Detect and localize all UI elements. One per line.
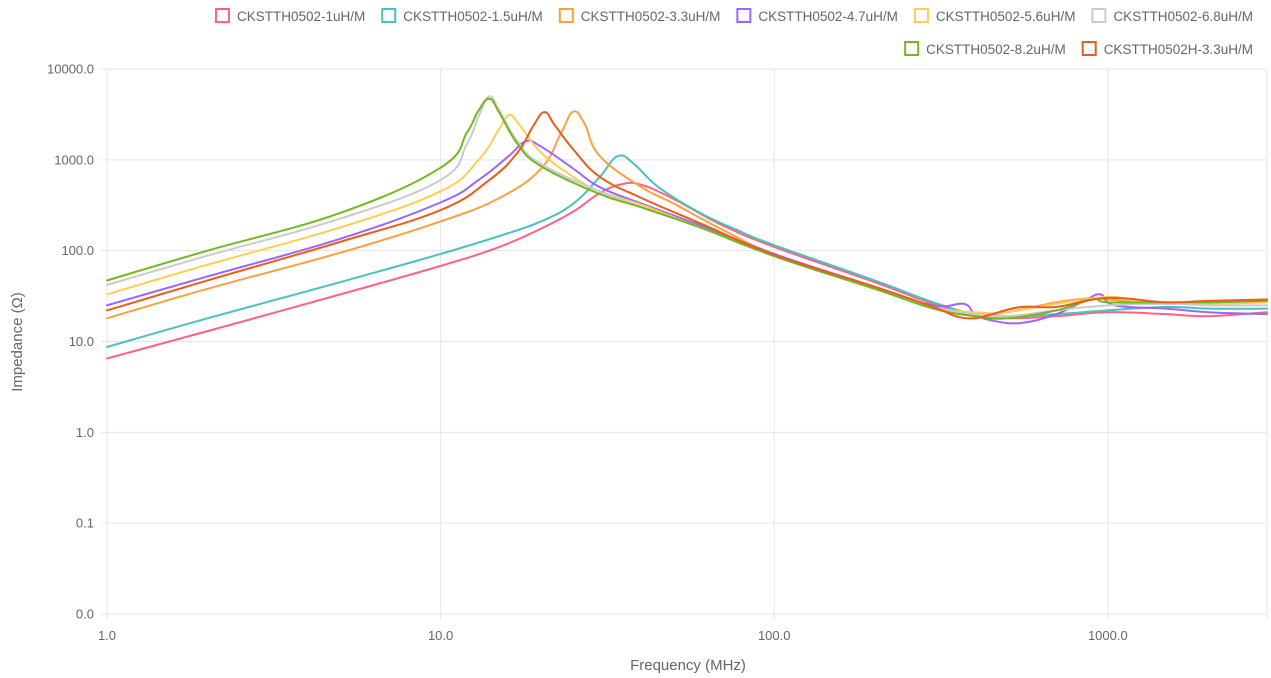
legend-item[interactable]: CKSTTH0502-4.7uH/M xyxy=(736,8,898,24)
legend-item[interactable]: CKSTTH0502H-3.3uH/M xyxy=(1081,41,1253,57)
legend-label: CKSTTH0502-3.3uH/M xyxy=(581,9,721,24)
legend-label: CKSTTH0502-1uH/M xyxy=(237,9,365,24)
y-tick-label: 10.0 xyxy=(69,334,94,349)
legend-label: CKSTTH0502H-3.3uH/M xyxy=(1104,42,1253,57)
legend-swatch xyxy=(736,8,752,23)
legend-label: CKSTTH0502-1.5uH/M xyxy=(403,9,543,24)
legend-swatch xyxy=(1081,41,1097,56)
legend-item[interactable]: CKSTTH0502-3.3uH/M xyxy=(558,8,721,24)
x-tick-label: 100.0 xyxy=(758,628,791,643)
series-line-7 xyxy=(106,97,1268,320)
legend-label: CKSTTH0502-8.2uH/M xyxy=(926,42,1066,57)
legend-swatch xyxy=(214,8,230,23)
y-tick-label: 1000.0 xyxy=(54,152,94,167)
series-line-5 xyxy=(106,113,1268,315)
x-axis-title: Frequency (MHz) xyxy=(630,657,746,674)
legend-label: CKSTTH0502-5.6uH/M xyxy=(936,9,1076,24)
legend-item[interactable]: CKSTTH0502-8.2uH/M xyxy=(904,41,1066,57)
legend-item[interactable]: CKSTTH0502-5.6uH/M xyxy=(913,8,1076,24)
legend-item[interactable]: CKSTTH0502-1.5uH/M xyxy=(381,8,543,24)
legend-swatch xyxy=(558,8,574,23)
y-tick-label: 0.1 xyxy=(76,516,94,531)
y-tick-label: 100.0 xyxy=(61,243,94,258)
y-axis-title: Impedance (Ω) xyxy=(9,292,26,392)
legend-swatch xyxy=(913,8,929,23)
legend-item[interactable]: CKSTTH0502-1uH/M xyxy=(214,8,365,24)
legend-swatch xyxy=(904,41,920,56)
series-line-3 xyxy=(106,110,1268,320)
y-tick-label: 1.0 xyxy=(76,425,94,440)
series-layer xyxy=(106,95,1268,360)
series-line-8 xyxy=(106,111,1268,320)
legend-swatch xyxy=(381,8,397,23)
grid-layer xyxy=(101,68,1268,620)
x-tick-label: 1000.0 xyxy=(1088,628,1128,643)
tick-layer: 1.0 10.0 100.0 1000.0 0.0 0.1 1.0 10.0 100.0 1000… xyxy=(47,62,1128,644)
x-tick-label: 1.0 xyxy=(98,628,116,643)
x-tick-label: 10.0 xyxy=(428,628,453,643)
series-line-1 xyxy=(106,181,1268,360)
legend-label: CKSTTH0502-4.7uH/M xyxy=(758,9,898,24)
legend-swatch xyxy=(1091,8,1107,23)
legend: CKSTTH0502-1uH/M CKSTTH0502-1.5uH/M CKSTTH… xyxy=(214,8,1253,57)
legend-label: CKSTTH0502-6.8uH/M xyxy=(1113,9,1253,24)
y-tick-label: 10000.0 xyxy=(47,62,94,77)
y-tick-label: 0.0 xyxy=(76,607,94,622)
legend-item[interactable]: CKSTTH0502-6.8uH/M xyxy=(1091,8,1253,24)
